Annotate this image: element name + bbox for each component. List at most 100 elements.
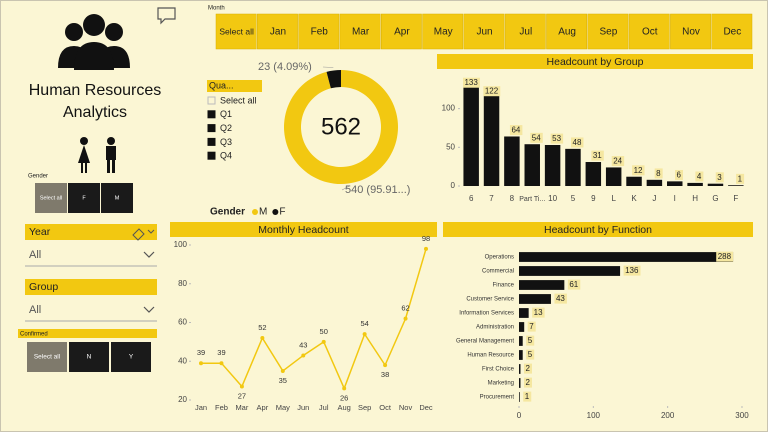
slicer-button[interactable] <box>463 13 505 50</box>
slicer-button[interactable] <box>504 13 546 50</box>
slicer-option[interactable]: N <box>87 354 92 361</box>
slicer-option[interactable]: Oct <box>642 27 658 38</box>
slicer-button[interactable] <box>711 13 753 50</box>
slicer-button[interactable] <box>628 13 670 50</box>
point <box>260 336 265 340</box>
comment-icon[interactable] <box>157 7 176 25</box>
bar <box>646 179 663 186</box>
bar <box>544 144 561 186</box>
data-label: 4 <box>697 172 702 181</box>
data-label-box <box>591 150 604 161</box>
y-tick-label: Operations <box>485 255 514 261</box>
slicer-button[interactable] <box>101 183 133 213</box>
slicer-option[interactable]: Jun <box>476 27 492 38</box>
data-label: 12 <box>634 166 643 175</box>
slicer-option[interactable]: F <box>82 195 86 201</box>
y-tick-label: Commercial <box>482 269 514 275</box>
x-tick-label: 6 <box>469 194 474 203</box>
people-icon <box>58 14 130 70</box>
legend-label: M <box>259 207 267 218</box>
data-label-box <box>550 133 564 144</box>
bar <box>728 185 744 186</box>
slicer-option[interactable]: Q2 <box>220 123 232 133</box>
slicer-button[interactable] <box>380 13 422 50</box>
slicer-button[interactable] <box>546 13 588 50</box>
data-label: 23 (4.09%) <box>258 61 312 73</box>
x-tick-label: F <box>733 194 738 203</box>
data-label: 122 <box>485 87 499 96</box>
data-label-box <box>571 137 584 148</box>
x-tick-label: Feb <box>215 403 228 412</box>
data-label-box <box>526 349 535 360</box>
slicer-option[interactable]: Jul <box>519 27 532 38</box>
slicer-button[interactable] <box>27 342 67 372</box>
slicer-option[interactable]: Y <box>129 354 134 361</box>
slicer-option[interactable]: May <box>434 27 453 38</box>
slicer-button[interactable] <box>215 13 257 50</box>
slicer-option[interactable]: Q4 <box>220 151 232 161</box>
y-tick-label: 100 <box>442 104 456 113</box>
data-label: 1 <box>525 392 530 401</box>
bar <box>519 322 525 332</box>
checkbox[interactable] <box>207 96 216 105</box>
bar <box>687 182 703 186</box>
dropdown-chevron[interactable] <box>143 251 155 258</box>
slicer-button[interactable] <box>422 13 464 50</box>
slicer-option[interactable]: Dec <box>723 27 741 38</box>
checkbox[interactable] <box>207 151 216 160</box>
point <box>342 386 347 391</box>
checkbox[interactable] <box>207 110 216 119</box>
bar <box>519 350 523 360</box>
dropdown-value[interactable]: All <box>29 304 41 316</box>
slicer-button[interactable] <box>111 342 151 372</box>
data-label-box <box>611 156 625 167</box>
slicer-button[interactable] <box>298 13 340 50</box>
slicer-button[interactable] <box>339 13 381 50</box>
legend-marker <box>272 209 279 215</box>
slicer-title: Confirmed <box>20 332 48 338</box>
slicer-option[interactable]: Select all <box>220 95 257 105</box>
slicer-option[interactable]: Jan <box>270 27 286 38</box>
slicer-button[interactable] <box>68 183 100 213</box>
slicer-option[interactable]: M <box>115 195 120 201</box>
dropdown-chevron[interactable] <box>147 229 155 234</box>
slicer-button[interactable] <box>670 13 711 50</box>
eraser-icon[interactable] <box>132 228 145 241</box>
slicer-option[interactable]: Aug <box>558 27 576 38</box>
bar <box>519 266 621 276</box>
slicer-option[interactable]: Feb <box>311 27 329 38</box>
slicer-button[interactable] <box>69 342 109 372</box>
slicer-header <box>207 80 262 92</box>
slicer-option[interactable]: Select all <box>40 195 62 201</box>
data-label-box <box>695 171 704 182</box>
x-tick-label: Part Ti... <box>519 196 545 203</box>
checkbox[interactable] <box>207 124 216 133</box>
data-label: 288 <box>718 252 732 261</box>
x-tick-label: Aug <box>338 403 351 412</box>
data-label-box <box>623 265 641 276</box>
slicer-option[interactable]: Sep <box>600 27 618 38</box>
slicer-option[interactable]: Q3 <box>220 137 232 147</box>
slicer-option[interactable]: Select all <box>219 26 254 36</box>
dropdown-chevron[interactable] <box>143 306 155 313</box>
slicer-option[interactable]: Q1 <box>220 109 232 119</box>
point <box>219 361 224 366</box>
bar <box>626 176 642 186</box>
data-label: 13 <box>534 308 543 317</box>
y-tick-label: 40 <box>178 356 187 365</box>
slicer-option[interactable]: Nov <box>682 27 700 38</box>
slicer-button[interactable] <box>257 13 298 50</box>
data-label: 39 <box>197 348 205 357</box>
slicer-button[interactable] <box>35 183 67 213</box>
slicer-button[interactable] <box>587 13 629 50</box>
slicer-option[interactable]: Mar <box>352 27 370 38</box>
point <box>403 316 408 321</box>
checkbox[interactable] <box>207 137 216 146</box>
dropdown-value[interactable]: All <box>29 249 41 261</box>
chart-title-bar <box>437 54 753 69</box>
y-tick-label: Procurement <box>480 395 515 401</box>
slicer-option[interactable]: Select all <box>34 354 61 361</box>
data-label-box <box>530 132 543 143</box>
slicer-option[interactable]: Apr <box>394 27 410 38</box>
point <box>199 361 203 366</box>
